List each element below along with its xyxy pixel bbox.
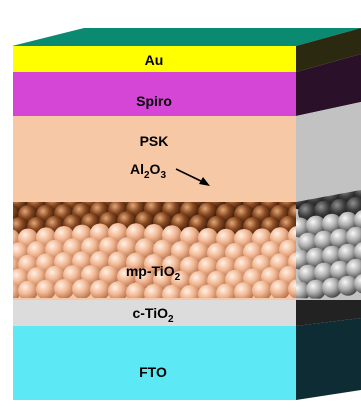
nanoparticle (338, 211, 358, 232)
nanoparticle (354, 209, 361, 230)
nanoparticle (135, 268, 155, 289)
nanoparticle (180, 226, 200, 247)
nanoparticle (153, 269, 173, 290)
nanoparticle (144, 254, 164, 274)
nanoparticle (108, 251, 128, 272)
layer-fto-front (13, 326, 296, 400)
arrow-icon (175, 168, 210, 186)
nanoparticle (144, 224, 164, 244)
nanoparticle (298, 232, 318, 253)
nanoparticle (153, 239, 173, 260)
nanoparticle (330, 228, 350, 249)
label-c-tio2: c-TiO2 (132, 305, 174, 325)
nanoparticle (354, 241, 361, 262)
nanoparticle (234, 282, 254, 298)
layer-ctio2-side (296, 300, 361, 326)
nanoparticle (322, 277, 342, 298)
nanoparticle (198, 284, 218, 298)
nanoparticle (288, 279, 296, 298)
nanoparticle (354, 273, 361, 294)
nanoparticle (135, 238, 155, 259)
nanoparticle (180, 285, 200, 298)
layer-spiro-front (13, 72, 296, 116)
nanoparticle (162, 284, 182, 298)
nanoparticle (171, 270, 191, 291)
nanoparticle-spheres (13, 202, 296, 298)
label-psk: PSK (140, 133, 169, 149)
nanoparticle (270, 279, 290, 298)
nanoparticle (322, 213, 342, 234)
label-au: Au (145, 52, 164, 68)
layer-au-front (13, 46, 296, 72)
layer-fto-side (296, 318, 361, 400)
nanoparticle (338, 275, 358, 296)
nanoparticle (306, 279, 326, 300)
nanoparticle (117, 237, 137, 258)
nanoparticle (306, 215, 326, 236)
nanoparticle (171, 241, 191, 262)
nanoparticle (298, 264, 318, 285)
nanoparticle (314, 230, 334, 251)
nanoparticle (117, 266, 137, 287)
layer-au-side (296, 28, 361, 72)
nanoparticle (162, 225, 182, 246)
nanoparticle (296, 249, 310, 270)
nanoparticle-spheres-side (296, 190, 361, 300)
nanoparticle (296, 281, 310, 300)
nanoparticle (13, 282, 20, 298)
nanoparticle (144, 283, 164, 298)
label-fto: FTO (139, 364, 167, 380)
nanoparticle (338, 243, 358, 264)
nanoparticle (126, 282, 146, 298)
nanoparticle (314, 262, 334, 283)
nanoparticle (296, 217, 310, 238)
nanoparticle (36, 279, 56, 298)
nanoparticle (346, 196, 361, 217)
nanoparticle (346, 226, 361, 247)
nanoparticle (54, 279, 74, 298)
nanoparticle (322, 245, 342, 266)
label-mp-tio2: mp-TiO2 (126, 263, 181, 283)
nanoparticle (198, 228, 218, 248)
nanoparticle (99, 265, 119, 286)
label-spiro: Spiro (136, 93, 172, 109)
nanoparticle (108, 281, 128, 298)
layer-spiro-side (296, 54, 361, 116)
nanoparticle (90, 279, 110, 298)
label-al2o3: Al2O3 (130, 161, 166, 181)
layer-ctio2-front (13, 300, 296, 326)
nanoparticle (216, 283, 236, 298)
nanoparticle (306, 247, 326, 268)
nanoparticle (354, 190, 361, 202)
nanoparticle (162, 255, 182, 276)
nanoparticle (18, 280, 38, 298)
nanoparticle (252, 280, 272, 298)
top-face (12, 28, 361, 46)
nanoparticle (330, 260, 350, 281)
nanoparticle (346, 258, 361, 279)
nanoparticle (126, 252, 146, 273)
nanoparticle (189, 242, 209, 263)
nanoparticle (72, 279, 92, 298)
